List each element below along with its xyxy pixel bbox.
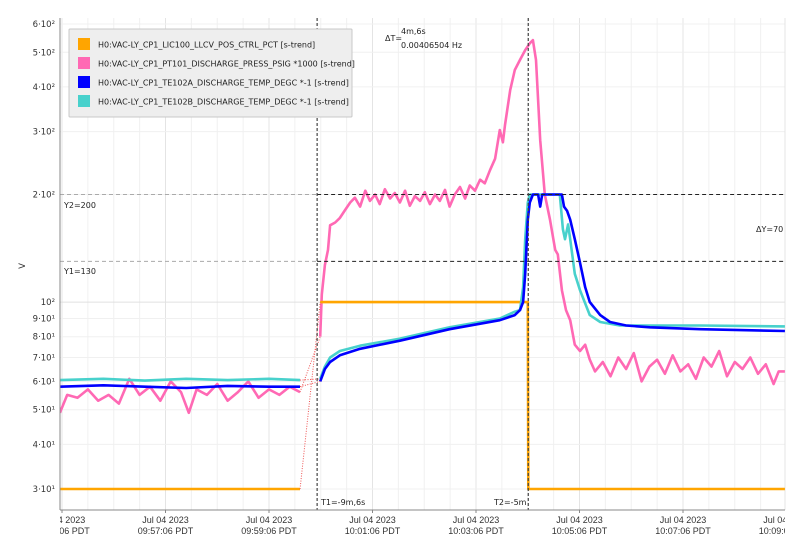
x-tick-time: 09:57:06 PDT xyxy=(138,526,194,536)
y-tick-label: 4·10² xyxy=(33,83,55,93)
delta-t-frequency: 0.00406504 Hz xyxy=(401,41,462,50)
t2-cursor-label: T2=-5m xyxy=(493,498,527,507)
series-line xyxy=(318,193,785,382)
y-tick-label: 10² xyxy=(41,298,55,308)
x-tick-time: 09:59:06 PDT xyxy=(241,526,297,536)
y-tick-label: 3·10¹ xyxy=(33,485,55,495)
legend-swatch xyxy=(78,95,90,107)
series-gap-connector xyxy=(299,380,321,388)
y-tick-label: 6·10¹ xyxy=(33,377,55,387)
y-axis-ticks: 6·10² 5·10² 4·10² 3·10² 2·10² 10² 9·10¹ 8·10¹ 7·… xyxy=(33,20,55,495)
legend-swatch xyxy=(78,38,90,50)
x-tick-time: 09:55:06 PDT xyxy=(34,526,90,536)
legend-swatch xyxy=(78,76,90,88)
legend-box xyxy=(68,28,353,118)
x-tick-time: 10:01:06 PDT xyxy=(345,526,401,536)
t1-cursor-label: T1=-9m,6s xyxy=(320,498,365,507)
y-tick-label: 4·10¹ xyxy=(33,440,55,450)
y1-cursor-label: Y1=130 xyxy=(63,267,96,276)
y-tick-label: 5·10² xyxy=(33,48,55,58)
x-tick-date: Jul 04 2023 xyxy=(246,515,293,525)
legend-label: H0:VAC-LY_CP1_TE102B_DISCHARGE_TEMP_DEGC… xyxy=(98,98,349,107)
legend-label: H0:VAC-LY_CP1_PT101_DISCHARGE_PRESS_PSIG… xyxy=(98,60,355,69)
series-line xyxy=(318,193,785,380)
series-gap-connector xyxy=(300,378,321,381)
delta-t-label: ΔT= xyxy=(385,34,402,43)
y-tick-label: 9·10¹ xyxy=(33,314,55,324)
x-tick-date: Jul 04 2023 xyxy=(349,515,396,525)
series-line xyxy=(318,38,785,386)
y-tick-label: 7·10¹ xyxy=(33,353,55,363)
x-tick-time: 10:05:06 PDT xyxy=(552,526,608,536)
legend-label: H0:VAC-LY_CP1_LIC100_LLCV_POS_CTRL_PCT [… xyxy=(98,41,315,50)
legend-item[interactable]: H0:VAC-LY_CP1_PT101_DISCHARGE_PRESS_PSIG… xyxy=(78,57,355,69)
y-axis-label: V xyxy=(18,263,28,269)
x-tick-date: Jul 04 2023 xyxy=(453,515,500,525)
x-tick-date: Jul 04 2023 xyxy=(763,515,804,525)
y-tick-label: 2·10² xyxy=(33,191,55,201)
legend[interactable]: H0:VAC-LY_CP1_LIC100_LLCV_POS_CTRL_PCT [… xyxy=(68,28,355,118)
x-tick-date: Jul 04 2023 xyxy=(142,515,189,525)
delta-t-value: 4m,6s xyxy=(401,27,426,36)
series-line xyxy=(60,383,300,390)
delta-y-label: ΔY=70 xyxy=(756,225,783,234)
series-line xyxy=(60,377,301,415)
legend-item[interactable]: H0:VAC-LY_CP1_LIC100_LLCV_POS_CTRL_PCT [… xyxy=(78,38,315,50)
y-tick-label: 8·10¹ xyxy=(33,333,55,343)
x-tick-time: 10:03:06 PDT xyxy=(448,526,504,536)
series-line xyxy=(60,377,301,382)
x-tick-date: Jul 04 2023 xyxy=(660,515,707,525)
legend-label: H0:VAC-LY_CP1_TE102A_DISCHARGE_TEMP_DEGC… xyxy=(98,79,349,88)
legend-swatch xyxy=(78,57,90,69)
y-tick-label: 5·10¹ xyxy=(33,406,55,416)
y-tick-label: 3·10² xyxy=(33,128,55,138)
legend-item[interactable]: H0:VAC-LY_CP1_TE102A_DISCHARGE_TEMP_DEGC… xyxy=(78,76,349,88)
x-tick-date: Jul 04 2023 xyxy=(39,515,86,525)
legend-item[interactable]: H0:VAC-LY_CP1_TE102B_DISCHARGE_TEMP_DEGC… xyxy=(78,95,349,107)
x-tick-time: 10:09:06 PDT xyxy=(759,526,804,536)
y-tick-label: 6·10² xyxy=(33,20,55,30)
x-tick-time: 10:07:06 PDT xyxy=(655,526,711,536)
y2-cursor-label: Y2=200 xyxy=(63,201,96,210)
x-tick-date: Jul 04 2023 xyxy=(556,515,603,525)
